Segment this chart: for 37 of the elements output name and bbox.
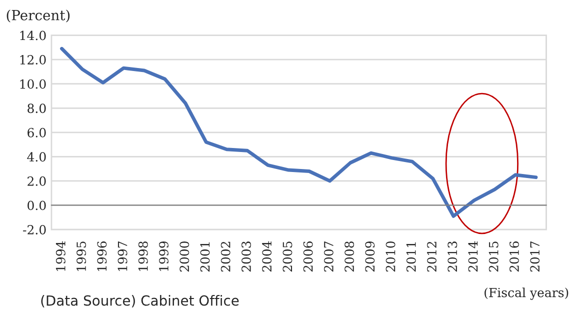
x-tick-label: 2012 [427, 242, 436, 272]
y-tick-label: 4.0 [27, 152, 46, 162]
x-tick-label: 2005 [282, 242, 292, 272]
x-tick-label: 1997 [118, 242, 128, 271]
x-tick-label: 2001 [200, 242, 210, 272]
y-tick-label: 6.0 [28, 128, 46, 138]
text: (Data Source) Cabinet Office [41, 295, 239, 308]
y-tick-label: 8.0 [28, 104, 46, 114]
x-axis-title: (Fiscal years) [484, 288, 568, 300]
x-tick-label: 1995 [76, 242, 86, 271]
y-tick-label: 12.0 [20, 55, 46, 65]
x-tick-label: 2007 [324, 242, 334, 272]
x-tick-label: 2006 [303, 241, 313, 272]
x-tick-label: 2008 [344, 241, 354, 272]
x-tick-label: 1998 [138, 241, 148, 271]
x-tick-label: 2002 [220, 242, 230, 272]
x-tick-label: 1999 [159, 241, 168, 271]
x-tick-label: 2009 [365, 241, 375, 272]
x-tick-label: 2004 [262, 241, 272, 272]
y-tick-label: 2.0 [28, 176, 46, 186]
y-tick-label: 14.0 [20, 30, 46, 40]
x-tick-label: 2011 [406, 242, 416, 272]
y-axis-title: (Percent) [6, 10, 70, 22]
x-tick-label: 1994 [56, 241, 66, 271]
x-tick-label: 2016 [510, 241, 519, 272]
y-tick-label: -2.0 [23, 224, 46, 234]
line-series [60, 46, 538, 218]
x-tick-label: 2013 [448, 242, 458, 272]
x-tick-label: 2003 [242, 242, 251, 272]
y-tick-label: 0.0 [28, 200, 46, 210]
x-tick-label: 2000 [180, 241, 190, 272]
x-tick-label: 2010 [386, 241, 396, 272]
x-tick-label: 2015 [488, 242, 498, 272]
x-tick-label: 2017 [530, 242, 540, 272]
y-tick-label: 10.0 [20, 79, 46, 89]
x-tick-label: 2014 [468, 241, 478, 272]
x-tick-label: 1996 [97, 241, 107, 271]
